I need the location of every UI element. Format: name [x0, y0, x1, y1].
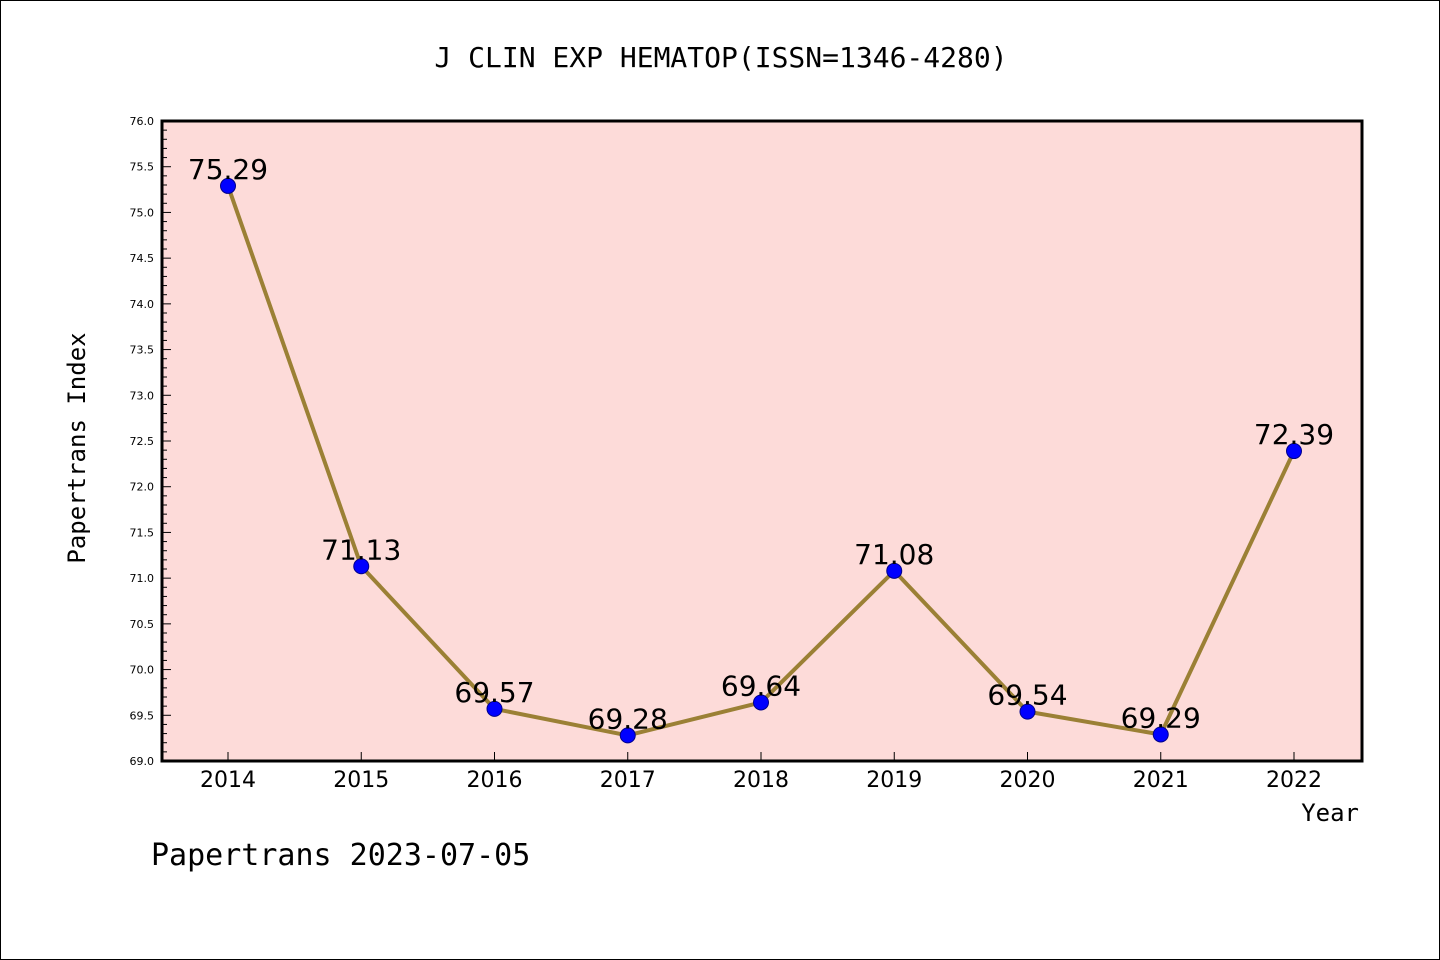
y-tick-label: 73.5 — [130, 344, 155, 357]
y-axis: 69.0 69.5 70.0 70.5 71.0 71.5 72.0 72.5 73.0 73.5… — [130, 115, 171, 768]
x-tick-label: 2021 — [1133, 768, 1189, 793]
series-line-group: 75.29 71.13 69.57 69.28 69.64 71.08 69.54 69.29… — [188, 153, 1334, 744]
data-label: 75.29 — [188, 153, 268, 186]
x-tick-label: 2015 — [333, 768, 389, 793]
plot-area — [160, 119, 1364, 763]
x-axis: 2014 2015 2016 2017 2018 2019 2020 2021 2022 — [200, 752, 1322, 793]
x-tick-label: 2018 — [733, 768, 789, 793]
chart-title: J CLIN EXP HEMATOP(ISSN=1346-4280) — [434, 41, 1007, 74]
y-tick-label: 73.0 — [130, 389, 155, 402]
data-point — [1019, 703, 1036, 720]
x-tick-label: 2019 — [866, 768, 922, 793]
y-tick-label: 69.0 — [130, 755, 155, 768]
data-label: 69.57 — [454, 676, 534, 709]
y-tick-label: 71.0 — [130, 572, 155, 585]
x-tick-label: 2020 — [1000, 768, 1056, 793]
y-tick-label: 71.5 — [130, 526, 155, 539]
data-label: 69.64 — [721, 669, 801, 702]
data-label: 69.29 — [1121, 701, 1201, 734]
data-point — [753, 694, 769, 711]
y-tick-label: 72.0 — [130, 481, 155, 494]
y-tick-label: 75.5 — [130, 161, 155, 174]
data-label: 71.08 — [854, 538, 934, 571]
data-point — [1152, 726, 1169, 743]
data-point — [886, 562, 903, 579]
y-tick-label: 75.0 — [130, 206, 155, 219]
data-label: 71.13 — [321, 533, 401, 566]
data-point — [353, 558, 370, 575]
y-tick-label: 74.5 — [130, 252, 155, 265]
data-label: 69.54 — [987, 679, 1067, 712]
x-tick-label: 2022 — [1266, 768, 1322, 793]
x-tick-label: 2016 — [467, 768, 523, 793]
footer-date: Papertrans 2023-07-05 — [151, 838, 530, 873]
data-point — [220, 177, 236, 194]
y-tick-label: 70.5 — [130, 618, 155, 631]
data-point — [619, 727, 636, 744]
y-tick-label: 74.0 — [130, 298, 155, 311]
data-point — [1286, 443, 1302, 460]
data-label: 69.28 — [588, 702, 668, 735]
x-tick-label: 2014 — [200, 768, 256, 793]
x-tick-label: 2017 — [600, 768, 656, 793]
y-axis-label: Papertrans Index — [63, 332, 91, 563]
data-label: 72.39 — [1254, 418, 1334, 451]
y-tick-label: 76.0 — [130, 115, 155, 128]
data-point — [486, 700, 503, 717]
y-tick-label: 69.5 — [130, 709, 155, 722]
y-tick-label: 70.0 — [130, 664, 155, 677]
x-axis-label: Year — [1301, 799, 1359, 827]
y-tick-label: 72.5 — [130, 435, 155, 448]
